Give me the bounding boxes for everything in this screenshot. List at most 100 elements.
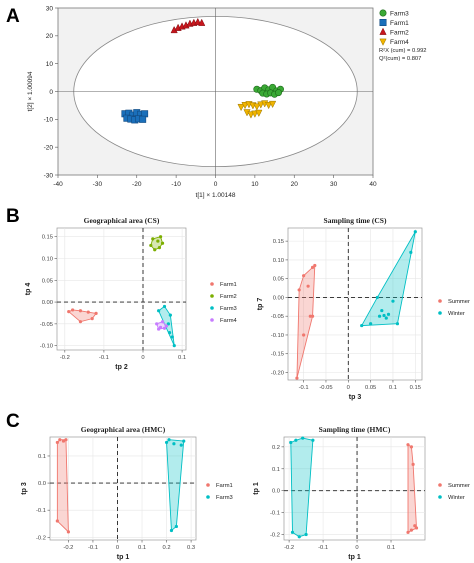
stats-label: R²X (cum) = 0.992	[379, 48, 427, 54]
point-winter	[311, 438, 315, 442]
y-tick-label: 20	[46, 33, 54, 40]
legend-label: Farm3	[220, 306, 237, 312]
point-summer	[414, 526, 419, 530]
x-tick-label: 0.1	[387, 545, 395, 551]
x-tick-label: 0.2	[163, 545, 171, 551]
x-tick-label: -30	[93, 181, 103, 188]
y-tick-label: -0.05	[271, 314, 284, 320]
x-tick-label: 0.1	[389, 385, 397, 391]
point-winter	[369, 322, 373, 326]
point-farm1	[86, 310, 90, 314]
x-tick-label: -0.2	[63, 545, 73, 551]
x-tick-label: -40	[53, 181, 63, 188]
x-tick-label: -20	[132, 181, 142, 188]
y-tick-label: 0.00	[273, 295, 284, 301]
y-tick-label: 0.1	[38, 454, 46, 460]
x-axis-label: tp 2	[115, 364, 128, 371]
point-summer	[413, 524, 417, 528]
y-tick-label: -0.1	[36, 508, 46, 514]
x-tick-label: 0.1	[178, 355, 186, 361]
point-farm1	[90, 317, 94, 321]
x-tick-label: -0.1	[88, 545, 98, 551]
point-farm3	[179, 443, 183, 447]
point-summer	[406, 530, 410, 534]
legend-marker-farm3	[379, 9, 387, 17]
y-tick-label: 0.10	[273, 258, 284, 264]
point-farm3	[157, 309, 161, 313]
legend-marker-winter	[438, 495, 442, 499]
legend-marker-farm2	[210, 294, 214, 298]
point-farm2	[149, 243, 153, 248]
x-tick-label: 10	[251, 181, 259, 188]
legend-marker-farm3	[206, 495, 210, 499]
y-tick-label: -20	[44, 144, 54, 151]
chart-b2: Sampling time (CS) -0.1 -0.05 0 0.05 0.1 0.15 0…	[257, 216, 470, 401]
point-summer	[302, 333, 306, 337]
plot-panel	[49, 436, 197, 541]
point-farm4	[155, 322, 159, 326]
chart-title: Geographical area (HMC)	[81, 425, 166, 434]
legend-marker-summer	[438, 483, 442, 487]
point-winter	[289, 440, 293, 445]
y-tick-label: 0.00	[42, 300, 53, 306]
legend-marker-farm1	[206, 483, 210, 487]
point-farm3	[167, 438, 171, 442]
point-farm2	[158, 235, 163, 239]
point-winter	[360, 323, 364, 328]
legend-marker-farm2	[379, 27, 387, 35]
point-farm4	[160, 320, 165, 324]
legend-marker-farm1	[379, 18, 387, 26]
legend-label: Winter	[448, 311, 465, 317]
point-winter	[409, 250, 413, 254]
y-tick-label: -0.20	[271, 370, 284, 376]
panel-letter-a: A	[6, 6, 20, 27]
point-farm1	[64, 438, 68, 442]
point-farm3	[166, 322, 171, 326]
legend-label: Farm3	[216, 495, 233, 501]
point-farm3	[167, 330, 172, 335]
y-tick-label: 0.0	[272, 489, 280, 495]
point-summer	[295, 376, 299, 380]
point-summer	[409, 445, 414, 449]
x-tick-label: -0.05	[319, 385, 332, 391]
y-tick-label: -0.10	[271, 333, 284, 339]
point-farm4	[241, 102, 249, 110]
point-winter	[304, 532, 308, 537]
y-tick-label: -10	[44, 117, 54, 124]
y-tick-label: 0.05	[273, 277, 284, 283]
point-summer	[310, 314, 315, 318]
x-tick-label: -0.2	[284, 545, 294, 551]
point-farm1	[55, 519, 59, 523]
point-farm3	[170, 335, 174, 339]
panel-letter-c: C	[6, 411, 20, 432]
point-farm3	[169, 528, 174, 533]
point-farm4	[157, 327, 161, 331]
point-winter	[294, 438, 298, 442]
point-farm1	[139, 115, 147, 123]
point-farm2	[156, 239, 160, 243]
point-summer	[306, 284, 310, 288]
point-farm3	[274, 89, 282, 97]
point-farm4	[247, 111, 255, 119]
point-farm2	[160, 241, 165, 245]
legend-marker-farm1	[210, 282, 214, 286]
point-farm4	[237, 103, 245, 112]
y-tick-label: 0.2	[272, 445, 280, 451]
x-tick-label: -10	[171, 181, 181, 188]
point-farm1	[55, 440, 59, 445]
y-axis-label: t[2] × 1.00094	[27, 71, 34, 111]
point-farm4	[268, 100, 277, 109]
point-winter	[395, 322, 400, 326]
y-axis-label: tp 3	[21, 482, 28, 495]
x-tick-label: -0.1	[99, 355, 109, 361]
chart-c1: Geographical area (HMC) -0.2 -0.1 0 0.1 0.2 0.…	[21, 425, 233, 561]
legend-label: Winter	[448, 495, 465, 501]
legend-marker-winter	[438, 311, 442, 315]
legend-label: Farm2	[220, 294, 237, 300]
y-tick-label: -0.10	[40, 344, 53, 350]
point-farm1	[58, 438, 62, 442]
y-tick-label: 30	[46, 5, 54, 12]
hull-farm1	[56, 439, 69, 533]
legend-label: Farm1	[216, 483, 233, 489]
